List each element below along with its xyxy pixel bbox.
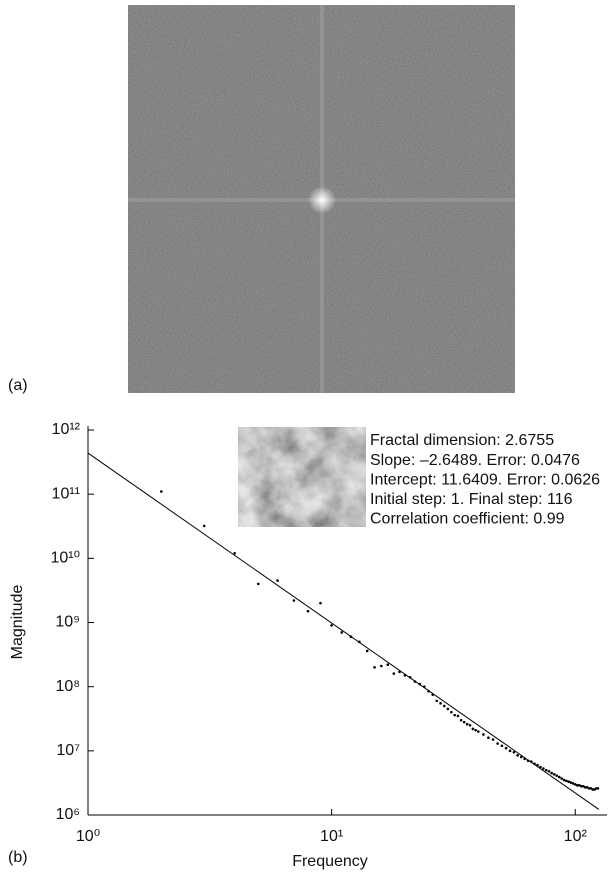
y-tick-label: 10⁸	[55, 678, 80, 695]
data-point	[459, 718, 463, 722]
data-point	[552, 773, 556, 776]
y-tick-label: 10⁷	[56, 742, 80, 759]
data-point	[386, 663, 390, 666]
data-point	[560, 777, 564, 780]
inset-image	[238, 427, 366, 527]
data-point	[306, 609, 310, 613]
x-tick-label: 10¹	[320, 828, 343, 845]
data-point	[576, 784, 579, 787]
y-tick-label: 10¹⁰	[50, 550, 80, 567]
data-point	[256, 582, 260, 586]
data-point	[482, 733, 485, 736]
data-point	[276, 579, 279, 582]
data-point	[233, 551, 236, 555]
y-tick-label: 10¹¹	[52, 485, 80, 502]
data-point	[468, 723, 472, 727]
panel-label: (a)	[8, 377, 28, 394]
fit-line	[87, 452, 600, 810]
data-point	[504, 746, 508, 750]
data-point	[202, 524, 206, 528]
data-point	[571, 782, 575, 785]
data-point	[456, 714, 460, 718]
data-point	[380, 664, 383, 668]
data-point	[547, 769, 551, 773]
data-point	[562, 778, 566, 782]
x-axis-label: Frequency	[292, 853, 368, 870]
data-point	[596, 787, 600, 790]
data-point	[465, 722, 469, 726]
data-point	[450, 710, 453, 714]
y-tick-label: 10⁶	[56, 806, 80, 823]
data-point	[487, 736, 490, 740]
data-point	[584, 786, 587, 789]
data-point	[365, 649, 369, 653]
data-point	[580, 785, 583, 788]
annotation: Fractal dimension: 2.6755	[370, 432, 554, 449]
data-point	[373, 666, 376, 669]
data-point	[453, 713, 456, 717]
data-point	[500, 744, 504, 748]
data-point	[512, 750, 516, 754]
data-point	[474, 728, 477, 732]
annotation: Slope: –2.6489. Error: 0.0476	[370, 452, 580, 469]
y-axis-label: Magnitude	[9, 585, 26, 660]
data-point	[446, 707, 450, 711]
spectrum-image	[128, 5, 515, 393]
data-point	[471, 727, 475, 731]
data-point	[587, 787, 591, 790]
panel-label: (b)	[8, 849, 28, 866]
data-point	[476, 730, 480, 733]
data-point	[319, 601, 322, 605]
data-point	[392, 672, 396, 675]
data-point	[330, 624, 333, 627]
data-point	[539, 765, 542, 769]
data-point	[582, 785, 585, 788]
data-point	[442, 704, 446, 708]
data-point	[557, 775, 561, 779]
data-point	[578, 784, 581, 787]
data-point	[516, 754, 519, 757]
data-point	[491, 738, 495, 741]
y-tick-label: 10⁹	[55, 614, 80, 631]
data-point	[573, 783, 577, 786]
annotation: Correlation coefficient: 0.99	[370, 511, 565, 528]
data-point	[496, 742, 499, 745]
annotation: Intercept: 11.6409. Error: 0.0626	[370, 471, 600, 488]
data-point	[462, 720, 466, 724]
annotation: Initial step: 1. Final step: 116	[370, 491, 573, 508]
data-point	[544, 768, 548, 772]
data-point	[439, 702, 442, 705]
data-point	[591, 788, 595, 791]
data-point	[508, 749, 512, 753]
y-tick-label: 10¹²	[52, 421, 81, 438]
data-point	[160, 490, 163, 493]
x-tick-label: 10⁰	[76, 828, 100, 845]
data-point	[569, 781, 573, 784]
x-tick-label: 10²	[564, 828, 588, 845]
data-point	[519, 755, 523, 759]
data-point	[292, 599, 296, 602]
data-point	[565, 779, 568, 783]
data-point	[550, 771, 553, 775]
data-point	[435, 699, 439, 703]
data-point	[542, 767, 545, 770]
data-point	[340, 631, 344, 634]
data-point	[567, 780, 571, 784]
data-point	[555, 774, 559, 777]
